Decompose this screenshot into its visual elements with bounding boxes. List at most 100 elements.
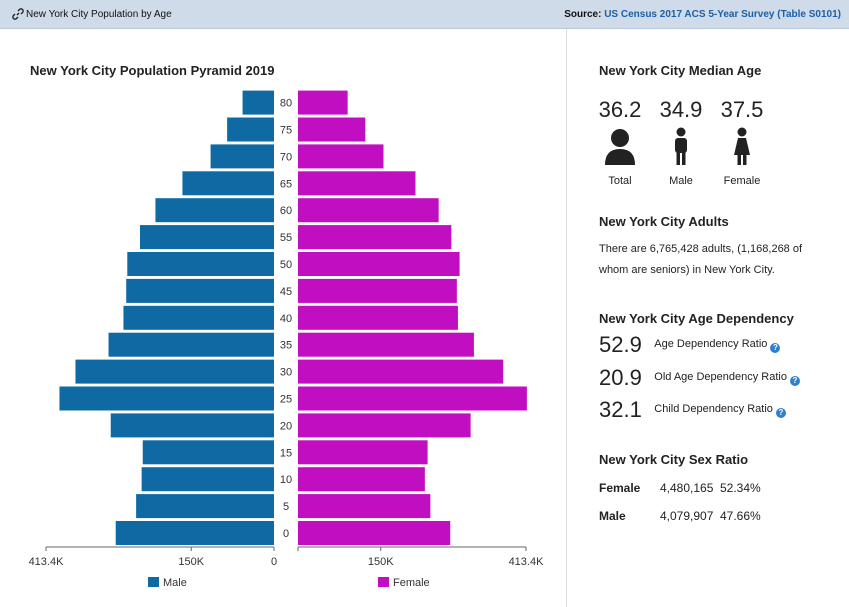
median-age-male: 34.9 Male: [651, 97, 711, 187]
bar-male-65: [182, 171, 274, 196]
median-age-female: 37.5 Female: [712, 97, 772, 187]
bar-female-60: [298, 198, 439, 223]
female-icon: [734, 127, 750, 165]
link-icon[interactable]: [12, 8, 24, 20]
age-label-65: 65: [280, 178, 292, 190]
male-icon: [675, 127, 687, 165]
bar-male-5: [136, 494, 274, 519]
x-tick-label-female: 413.4K: [509, 556, 545, 568]
sex-ratio-label: Male: [599, 509, 626, 523]
adults-text-line-1: There are 6,765,428 adults, (1,168,268 o…: [599, 243, 803, 255]
median-age-heading: New York City Median Age: [599, 63, 762, 78]
bar-male-20: [110, 413, 275, 438]
median-age-total-label: Total: [608, 175, 632, 187]
age-label-50: 50: [280, 259, 292, 271]
age-label-70: 70: [280, 151, 292, 163]
sex-ratio-count: 4,480,165: [660, 481, 714, 495]
median-age-female-value: 37.5: [720, 97, 764, 122]
x-tick-label-male: 413.4K: [29, 556, 65, 568]
bar-male-15: [142, 440, 274, 465]
sex-ratio-heading: New York City Sex Ratio: [599, 452, 749, 467]
x-tick-label-female: 150K: [368, 556, 394, 568]
adults-text-line-2: whom are seniors) in New York City.: [599, 264, 775, 276]
age-label-55: 55: [280, 232, 292, 244]
bar-male-60: [155, 198, 274, 223]
bar-male-10: [141, 467, 274, 492]
bar-female-15: [298, 440, 428, 465]
source-label: Source:: [564, 9, 602, 20]
age-label-40: 40: [280, 313, 292, 325]
bar-female-55: [298, 225, 452, 250]
bar-female-25: [298, 386, 527, 411]
dependency-row-child: 32.1 Child Dependency Ratio?: [599, 397, 786, 423]
bar-male-0: [115, 521, 275, 545]
bar-male-40: [123, 305, 274, 330]
bar-male-75: [227, 117, 274, 142]
population-pyramid-chart: 0 5 10 15 20 25 30 35 40 45 50 55 60 65 70 75 80 413.4K 15…: [29, 90, 545, 589]
bar-female-70: [298, 144, 384, 169]
bar-female-45: [298, 278, 457, 303]
bar-female-30: [298, 359, 504, 384]
age-label-10: 10: [280, 474, 292, 486]
age-label-0: 0: [283, 528, 289, 540]
dependency-value: 20.9: [599, 365, 642, 390]
median-age-total-value: 36.2: [598, 97, 642, 122]
median-age-male-label: Male: [669, 175, 693, 187]
x-tick-label-male: 0: [271, 556, 277, 568]
age-label-80: 80: [280, 98, 292, 110]
bar-female-5: [298, 494, 431, 519]
legend-swatch-female: [378, 577, 389, 587]
adults-heading: New York City Adults: [599, 214, 729, 229]
source-link[interactable]: US Census 2017 ACS 5-Year Survey (Table …: [604, 9, 841, 20]
bar-male-30: [75, 359, 274, 384]
age-label-15: 15: [280, 447, 292, 459]
bar-male-70: [210, 144, 274, 169]
bar-female-20: [298, 413, 471, 438]
age-label-20: 20: [280, 420, 292, 432]
header-bar: New York City Population by Age Source: …: [0, 0, 849, 29]
median-age-female-label: Female: [723, 175, 761, 187]
age-label-60: 60: [280, 205, 292, 217]
median-age-male-value: 34.9: [659, 97, 703, 122]
dependency-label: Old Age Dependency Ratio: [654, 371, 787, 383]
legend-swatch-male: [148, 577, 159, 587]
bar-male-50: [127, 252, 274, 276]
legend-label-male: Male: [163, 577, 187, 589]
age-label-25: 25: [280, 394, 292, 406]
age-label-45: 45: [280, 286, 292, 298]
bar-male-45: [126, 278, 274, 303]
sex-ratio-pct: 52.34%: [720, 481, 761, 495]
sex-ratio-row-female: Female 4,480,165 52.34%: [599, 481, 761, 495]
sex-ratio-label: Female: [599, 481, 641, 495]
dependency-value: 32.1: [599, 397, 642, 422]
bar-male-25: [59, 386, 274, 411]
help-icon[interactable]: ?: [789, 376, 800, 386]
legend-label-female: Female: [393, 577, 430, 589]
age-label-30: 30: [280, 367, 292, 379]
dependency-heading: New York City Age Dependency: [599, 311, 794, 326]
bar-female-80: [298, 90, 348, 115]
median-age-total: 36.2 Total: [590, 97, 650, 187]
age-label-75: 75: [280, 125, 292, 137]
page-title: New York City Population by Age: [26, 9, 172, 20]
age-label-5: 5: [283, 501, 289, 513]
bar-female-50: [298, 252, 460, 276]
sex-ratio-count: 4,079,907: [660, 509, 714, 523]
bar-female-40: [298, 305, 458, 330]
help-icon[interactable]: ?: [770, 343, 781, 353]
sex-ratio-row-male: Male 4,079,907 47.66%: [599, 509, 761, 523]
dependency-value: 52.9: [599, 332, 642, 357]
x-tick-label-male: 150K: [178, 556, 204, 568]
source-attribution: Source: US Census 2017 ACS 5-Year Survey…: [564, 9, 841, 20]
sex-ratio-pct: 47.66%: [720, 509, 761, 523]
bar-female-35: [298, 332, 474, 357]
bar-male-35: [108, 332, 274, 357]
bar-female-10: [298, 467, 425, 492]
person-icon: [605, 129, 635, 165]
dependency-row-old-age: 20.9 Old Age Dependency Ratio?: [599, 365, 800, 391]
chart-title: New York City Population Pyramid 2019: [30, 63, 275, 78]
help-icon[interactable]: ?: [775, 408, 786, 418]
bar-male-55: [139, 225, 274, 250]
dependency-label: Age Dependency Ratio: [654, 338, 768, 350]
bar-male-80: [242, 90, 274, 115]
